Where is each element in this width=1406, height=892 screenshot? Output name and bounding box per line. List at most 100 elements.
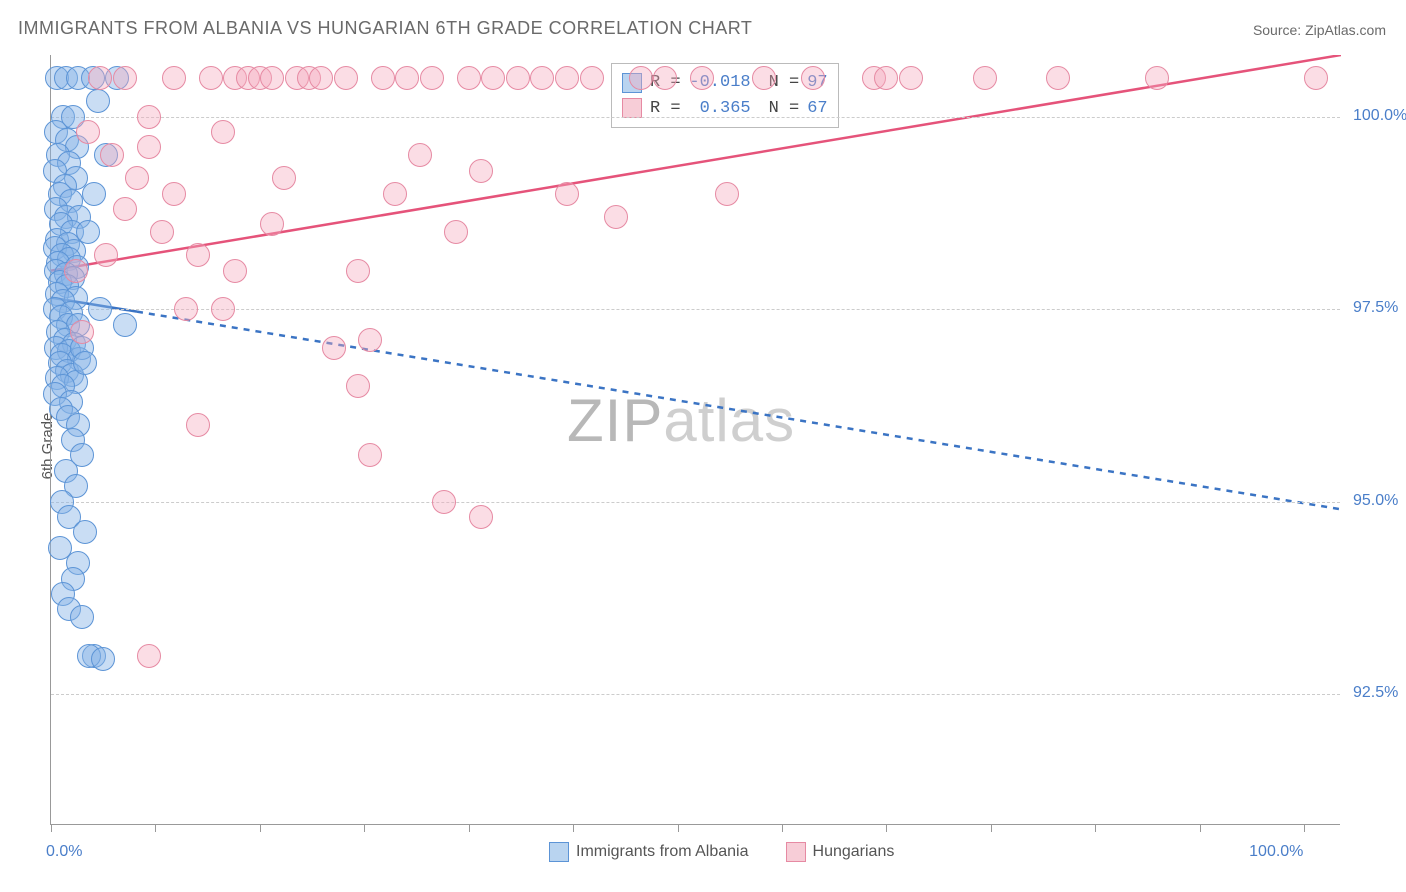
scatter-point [420, 66, 444, 90]
scatter-point [76, 120, 100, 144]
x-tick [1095, 824, 1096, 832]
x-tick [991, 824, 992, 832]
legend-swatch [549, 842, 569, 862]
scatter-point [186, 243, 210, 267]
scatter-point [690, 66, 714, 90]
gridline [51, 502, 1340, 503]
scatter-point [1304, 66, 1328, 90]
watermark: ZIPatlas [567, 386, 795, 455]
scatter-point [91, 647, 115, 671]
scatter-point [1145, 66, 1169, 90]
x-tick [678, 824, 679, 832]
scatter-point [555, 66, 579, 90]
scatter-point [481, 66, 505, 90]
scatter-point [358, 443, 382, 467]
scatter-point [715, 182, 739, 206]
scatter-point [76, 220, 100, 244]
scatter-point [150, 220, 174, 244]
regression-lines-layer [51, 55, 1341, 825]
y-tick-label: 92.5% [1353, 684, 1398, 702]
scatter-point [899, 66, 923, 90]
scatter-point [211, 120, 235, 144]
x-tick-label: 100.0% [1249, 843, 1303, 861]
y-tick-label: 95.0% [1353, 492, 1398, 510]
scatter-point [395, 66, 419, 90]
scatter-point [82, 182, 106, 206]
scatter-point [322, 336, 346, 360]
scatter-point [113, 313, 137, 337]
scatter-point [223, 259, 247, 283]
scatter-point [801, 66, 825, 90]
scatter-point [137, 135, 161, 159]
scatter-point [73, 351, 97, 375]
gridline [51, 117, 1340, 118]
x-tick [364, 824, 365, 832]
scatter-point [752, 66, 776, 90]
scatter-point [162, 182, 186, 206]
scatter-point [444, 220, 468, 244]
y-tick-label: 97.5% [1353, 299, 1398, 317]
scatter-point [70, 605, 94, 629]
scatter-point [260, 66, 284, 90]
scatter-point [1046, 66, 1070, 90]
scatter-point [70, 320, 94, 344]
plot-area: ZIPatlas R =-0.018N =97R =0.365N =67 Imm… [50, 55, 1340, 825]
source-attribution: Source: ZipAtlas.com [1253, 22, 1386, 38]
scatter-point [469, 505, 493, 529]
x-tick [51, 824, 52, 832]
chart-title: IMMIGRANTS FROM ALBANIA VS HUNGARIAN 6TH… [18, 18, 752, 39]
scatter-point [973, 66, 997, 90]
x-tick [469, 824, 470, 832]
scatter-point [383, 182, 407, 206]
scatter-point [125, 166, 149, 190]
x-tick [1200, 824, 1201, 832]
x-tick [260, 824, 261, 832]
scatter-point [371, 66, 395, 90]
scatter-point [874, 66, 898, 90]
scatter-point [530, 66, 554, 90]
scatter-point [469, 159, 493, 183]
regression-line-dashed [137, 312, 1341, 510]
scatter-point [211, 297, 235, 321]
x-tick [886, 824, 887, 832]
scatter-point [346, 374, 370, 398]
scatter-point [113, 197, 137, 221]
chart-container: IMMIGRANTS FROM ALBANIA VS HUNGARIAN 6TH… [0, 0, 1406, 892]
bottom-legend: Immigrants from Albania Hungarians [549, 842, 924, 862]
scatter-point [186, 413, 210, 437]
legend-swatch [622, 98, 642, 118]
scatter-point [408, 143, 432, 167]
scatter-point [199, 66, 223, 90]
scatter-point [260, 212, 284, 236]
x-tick [1304, 824, 1305, 832]
scatter-point [113, 66, 137, 90]
legend-label: Immigrants from Albania [576, 843, 749, 861]
scatter-point [272, 166, 296, 190]
scatter-point [73, 520, 97, 544]
scatter-point [88, 66, 112, 90]
x-tick [573, 824, 574, 832]
scatter-point [432, 490, 456, 514]
scatter-point [358, 328, 382, 352]
legend-label: Hungarians [813, 843, 895, 861]
gridline [51, 309, 1340, 310]
legend-swatch [786, 842, 806, 862]
scatter-point [137, 644, 161, 668]
x-tick [782, 824, 783, 832]
scatter-point [137, 105, 161, 129]
scatter-point [174, 297, 198, 321]
scatter-point [162, 66, 186, 90]
scatter-point [100, 143, 124, 167]
scatter-point [653, 66, 677, 90]
scatter-point [629, 66, 653, 90]
y-tick-label: 100.0% [1353, 107, 1406, 125]
gridline [51, 694, 1340, 695]
scatter-point [580, 66, 604, 90]
scatter-point [334, 66, 358, 90]
scatter-point [94, 243, 118, 267]
scatter-point [309, 66, 333, 90]
scatter-point [506, 66, 530, 90]
scatter-point [86, 89, 110, 113]
scatter-point [604, 205, 628, 229]
scatter-point [64, 259, 88, 283]
